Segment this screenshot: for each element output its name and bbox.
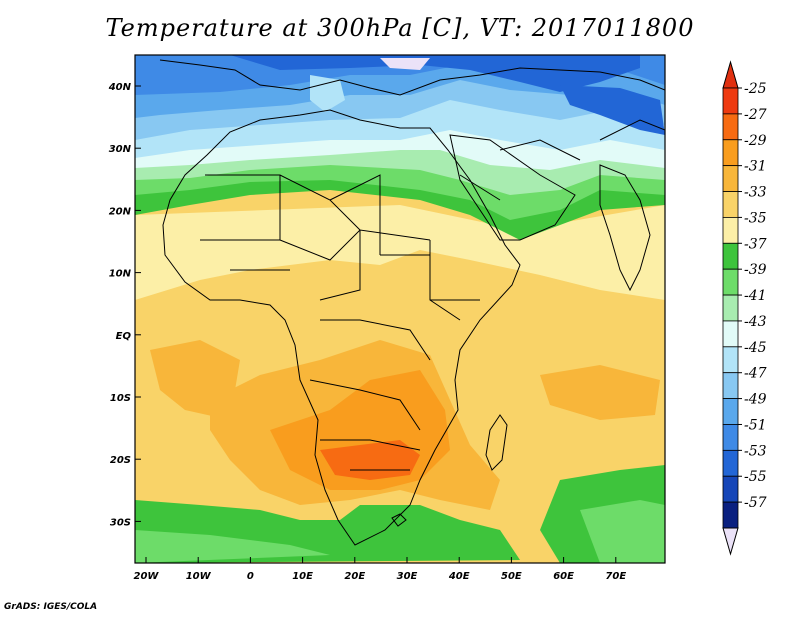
- colorbar-label: -57: [744, 495, 767, 511]
- colorbar-label: -39: [744, 262, 767, 278]
- lat-tick-label: 40N: [108, 82, 132, 93]
- lon-tick-label: 20E: [344, 571, 365, 582]
- africa-coastline: [162, 109, 521, 546]
- country-borders: [159, 59, 665, 546]
- lat-tick-label: 30N: [109, 144, 132, 155]
- field-patch-east: [540, 365, 660, 420]
- colorbar-label: -29: [744, 133, 767, 149]
- field-se-lightgreen: [580, 500, 665, 563]
- colorbar-swatch: [722, 398, 739, 425]
- lon-tick-label: 10W: [186, 571, 212, 582]
- colorbar-swatch: [722, 87, 739, 115]
- lon-tick-label: 20W: [134, 571, 160, 582]
- colorbar-label: -41: [744, 288, 767, 304]
- lon-tick-label: 30E: [397, 571, 418, 582]
- temperature-field: [135, 55, 665, 563]
- colorbar-swatch: [722, 113, 739, 141]
- lat-tick-label: 10N: [109, 269, 132, 280]
- border-lines: [200, 119, 665, 471]
- lat-tick-label: 20S: [110, 455, 131, 466]
- colorbar-swatch: [722, 501, 739, 529]
- colorbar-label: -35: [744, 210, 767, 226]
- colorbar-swatch: [722, 139, 739, 167]
- madagascar-outline: [485, 414, 508, 471]
- colorbar-label: -25: [744, 81, 767, 97]
- colorbar-label: -47: [744, 366, 767, 382]
- field-med-patch: [310, 75, 345, 112]
- field-south-lightgreen: [135, 530, 330, 563]
- grads-credit: GrADS: IGES/COLA: [4, 602, 98, 612]
- colorbar-swatch: [722, 449, 739, 477]
- lon-tick-label: 40E: [448, 571, 470, 582]
- field-ne-deepblue: [560, 85, 665, 135]
- colorbar-label: -37: [744, 236, 767, 252]
- colorbar-label: -27: [744, 107, 767, 123]
- colorbar-swatch: [722, 346, 739, 374]
- colorbar-swatch: [722, 165, 739, 192]
- colorbar-top-arrow: [722, 60, 739, 89]
- lat-tick-label: EQ: [116, 331, 132, 342]
- colorbar-swatch: [722, 191, 739, 218]
- colorbar-label: -49: [744, 392, 767, 408]
- india-outline: [599, 164, 651, 292]
- lon-tick-label: 70E: [605, 571, 626, 582]
- colorbar-swatch: [722, 268, 739, 296]
- colorbar-swatch: [722, 242, 739, 270]
- lat-tick-label: 20N: [109, 206, 132, 217]
- colorbar-swatch: [722, 372, 739, 399]
- arabia-outline: [449, 134, 576, 241]
- colorbar-label: -33: [744, 185, 767, 201]
- europe-outline: [159, 59, 665, 96]
- colorbar-label: -31: [744, 159, 767, 175]
- colorbar-label: -53: [744, 443, 767, 459]
- lat-tick-label: 30S: [110, 517, 131, 528]
- lat-tick-label: 10S: [110, 393, 131, 404]
- lesotho-outline: [391, 513, 407, 527]
- lon-axis: 20W 10W 0 10E 20E 30E 40E 50E 60E 70E: [134, 557, 626, 582]
- lat-axis: 40N 30N 20N 10N EQ 10S 20S 30S: [108, 82, 141, 528]
- colorbar-label: -51: [744, 417, 767, 433]
- lon-tick-label: 10E: [292, 571, 313, 582]
- plot-frame: [134, 54, 666, 564]
- lon-tick-label: 60E: [553, 571, 574, 582]
- colorbar-label: -45: [744, 340, 767, 356]
- colorbar-swatch: [722, 320, 739, 348]
- colorbar-label: -43: [744, 314, 767, 330]
- colorbar: -25 -27 -29 -31 -33 -35 -37 -39 -41 -43 -45 -47 -49 -…: [722, 60, 767, 556]
- colorbar-swatch: [722, 424, 739, 451]
- colorbar-label: -55: [744, 469, 767, 485]
- chart-title: Temperature at 300hPa [C], VT: 201701180…: [105, 14, 695, 42]
- colorbar-swatch: [722, 217, 739, 244]
- lon-tick-label: 50E: [501, 571, 522, 582]
- field-north-deepblue: [230, 55, 640, 92]
- field-cold-spot: [380, 58, 430, 70]
- colorbar-swatch: [722, 475, 739, 503]
- colorbar-bottom-arrow: [722, 527, 739, 556]
- lon-tick-label: 0: [247, 571, 254, 582]
- colorbar-swatch: [722, 294, 739, 322]
